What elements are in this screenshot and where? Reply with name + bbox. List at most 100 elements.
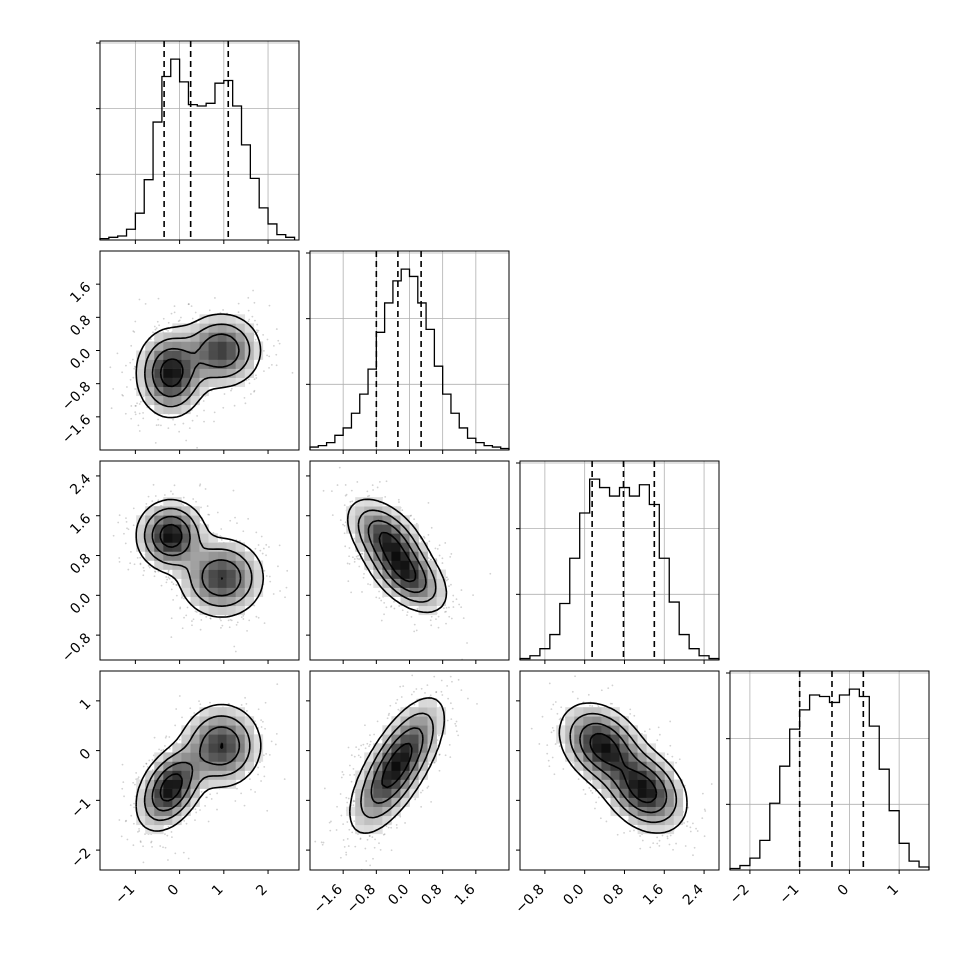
sample-point <box>167 570 170 572</box>
density-cell <box>373 497 383 507</box>
density-cell <box>217 341 227 351</box>
sample-point <box>329 829 332 832</box>
sample-point <box>165 735 168 738</box>
sample-point <box>339 793 342 795</box>
density-cell <box>409 560 419 570</box>
sample-point <box>368 745 370 748</box>
sample-point <box>362 768 365 771</box>
sample-point <box>415 522 418 525</box>
sample-point <box>390 605 393 607</box>
sample-point <box>433 761 435 764</box>
density-cell <box>163 524 173 534</box>
sample-point <box>438 769 441 772</box>
density-cell <box>208 350 218 360</box>
density-cell <box>163 533 173 543</box>
density-cell <box>409 551 419 561</box>
sample-point <box>166 834 169 837</box>
density-cell <box>172 569 182 579</box>
sample-point <box>236 621 239 624</box>
sample-point <box>387 826 390 829</box>
density-cell <box>346 524 356 534</box>
density-cell <box>391 569 401 579</box>
sample-point <box>207 820 210 823</box>
density-cell <box>235 707 246 717</box>
density-cell <box>199 725 209 735</box>
sample-point <box>275 732 278 735</box>
density-cell <box>190 542 200 552</box>
sample-point <box>336 484 339 486</box>
density-cell <box>235 350 246 360</box>
density-cell <box>208 332 218 342</box>
sample-point <box>196 415 198 417</box>
density-cell <box>145 797 155 807</box>
sample-point <box>166 578 169 581</box>
density-cell <box>154 404 164 415</box>
density-cell <box>181 515 191 525</box>
sample-point <box>397 708 400 711</box>
sample-point <box>153 736 156 739</box>
density-cell <box>226 323 236 333</box>
density-cell <box>172 497 182 507</box>
sample-point <box>142 574 145 577</box>
sample-point <box>247 320 250 323</box>
sample-point <box>125 364 127 367</box>
sample-point <box>234 516 236 519</box>
contour-level-2 <box>151 726 241 812</box>
density-cell <box>208 605 218 616</box>
sample-point <box>170 636 173 639</box>
sample-point <box>420 791 422 794</box>
sample-point <box>263 569 266 572</box>
density-cell <box>382 551 392 561</box>
sample-point <box>144 303 147 305</box>
sample-point <box>130 417 133 420</box>
sample-point <box>237 302 240 305</box>
density-cell <box>253 350 264 360</box>
sample-point <box>444 611 446 613</box>
sample-point <box>328 821 331 824</box>
sample-point <box>446 719 449 722</box>
sample-point <box>346 838 349 840</box>
sample-point <box>362 576 365 579</box>
sample-point <box>176 584 178 586</box>
sample-point <box>396 826 398 829</box>
sample-point <box>167 825 170 828</box>
sample-point <box>137 831 139 833</box>
sample-point <box>375 596 378 599</box>
sample-point <box>134 783 136 786</box>
density-cell <box>190 368 200 378</box>
sample-point <box>344 494 347 497</box>
sample-point <box>261 552 264 555</box>
sample-point <box>195 500 197 503</box>
sample-point <box>133 367 136 370</box>
sample-point <box>244 402 247 405</box>
density-cell <box>235 560 246 570</box>
sample-point <box>243 396 246 399</box>
sample-point <box>167 859 169 861</box>
sample-point <box>168 736 171 738</box>
sample-point <box>438 753 441 756</box>
sample-point <box>347 580 350 583</box>
density-cell <box>235 752 246 762</box>
sample-point <box>368 835 371 837</box>
density-cell <box>244 323 255 333</box>
density-cell <box>199 587 209 597</box>
density-cell <box>208 596 218 607</box>
sample-point <box>133 806 135 809</box>
sample-point <box>139 562 142 565</box>
sample-point <box>195 611 198 613</box>
density-cell <box>235 341 246 351</box>
sample-point <box>147 564 150 567</box>
density-cell <box>172 332 182 342</box>
sample-point <box>138 298 141 301</box>
sample-point <box>126 838 129 841</box>
density-cell <box>409 578 419 588</box>
density-cell <box>154 551 164 561</box>
density-cell <box>190 386 200 397</box>
density-cell <box>190 341 200 351</box>
sample-point <box>206 505 209 507</box>
density-cell <box>199 716 209 726</box>
sample-point <box>142 411 144 414</box>
sample-point <box>435 691 438 693</box>
sample-point <box>253 389 256 392</box>
